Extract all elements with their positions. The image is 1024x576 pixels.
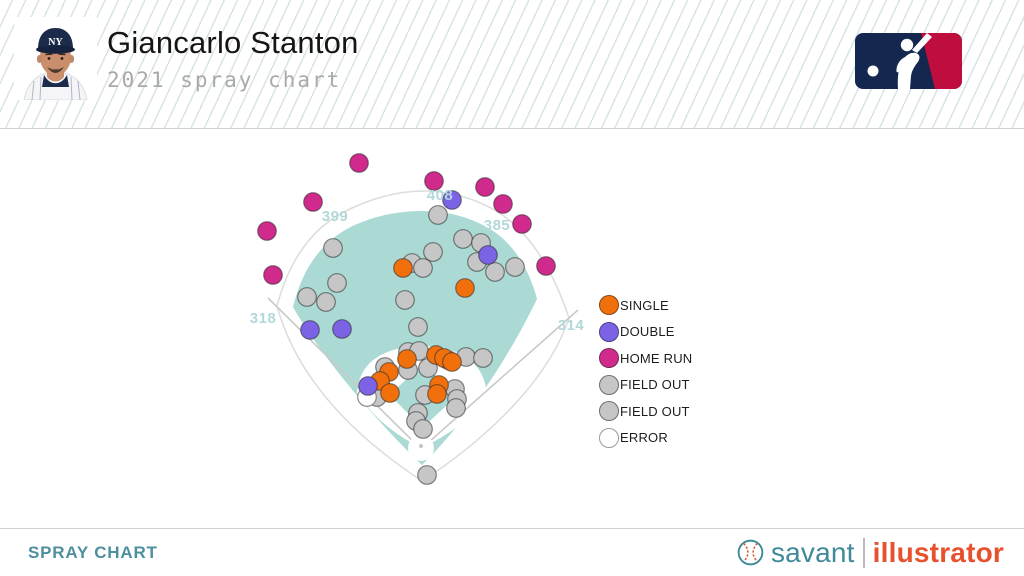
- point-home-run: [493, 194, 513, 214]
- point-single: [455, 278, 475, 298]
- field-svg: 399 408 385 318 314: [250, 153, 585, 485]
- legend-label: FIELD OUT: [620, 403, 690, 419]
- legend-item: FIELD OUT: [599, 372, 692, 399]
- legend-label: HOME RUN: [620, 350, 693, 366]
- page-title: Giancarlo Stanton: [107, 25, 359, 60]
- point-field-out: [473, 348, 493, 368]
- point-single: [442, 352, 462, 372]
- point-home-run: [257, 221, 277, 241]
- point-field-out: [323, 238, 343, 258]
- legend: SINGLE DOUBLE HOME RUN FIELD OUT FIELD OUT ER…: [599, 292, 692, 451]
- point-field-out: [327, 273, 347, 293]
- legend-item: DOUBLE: [599, 319, 692, 346]
- player-photo-graphic: NY: [14, 17, 97, 100]
- footer-title: SPRAY CHART: [28, 542, 158, 562]
- point-home-run: [536, 256, 556, 276]
- legend-swatch: [599, 374, 619, 395]
- point-double: [478, 245, 498, 265]
- point-home-run: [424, 171, 444, 191]
- svg-text:NY: NY: [48, 37, 63, 48]
- point-double: [442, 190, 462, 210]
- baseball-icon: [737, 539, 764, 566]
- legend-label: ERROR: [620, 430, 668, 446]
- distance-labels: 399 408 385 318 314: [250, 187, 585, 334]
- brand-savant: savant: [770, 536, 855, 568]
- point-field-out: [446, 398, 466, 418]
- legend-swatch: [599, 295, 619, 316]
- savant-illustrator-brand: savant illustrator: [737, 537, 1004, 569]
- point-field-out: [413, 258, 433, 278]
- field-grass: [293, 211, 537, 465]
- legend-swatch: [599, 401, 619, 422]
- batted-ball-points: [257, 153, 556, 485]
- header: NY Giancarlo Stanton 2021 spray chart: [0, 0, 1024, 129]
- distance-label: 408: [427, 187, 454, 204]
- distance-label: 314: [558, 317, 585, 334]
- player-photo: NY: [14, 17, 97, 100]
- footer: SPRAY CHART savant illustrator: [0, 528, 1024, 576]
- title-block: Giancarlo Stanton 2021 spray chart: [107, 25, 359, 93]
- point-home-run: [475, 177, 495, 197]
- point-field-out: [423, 242, 443, 262]
- legend-label: SINGLE: [620, 297, 669, 313]
- point-field-out: [413, 419, 433, 439]
- legend-item: ERROR: [599, 425, 692, 452]
- point-single: [380, 383, 400, 403]
- spray-chart-area: 399 408 385 318 314 SINGLE DOUBLE HOME RUN FIEL…: [0, 129, 1024, 527]
- distance-label: 399: [322, 208, 349, 225]
- mlb-logo: [855, 33, 962, 94]
- point-single: [427, 384, 447, 404]
- brand-divider: [862, 537, 865, 568]
- legend-swatch: [599, 321, 619, 342]
- point-field-out: [408, 317, 428, 337]
- point-double: [300, 320, 320, 340]
- point-single: [397, 349, 417, 369]
- point-field-out: [417, 465, 437, 485]
- point-field-out: [428, 205, 448, 225]
- legend-label: DOUBLE: [620, 324, 675, 340]
- point-home-run: [263, 265, 283, 285]
- legend-swatch: [599, 427, 619, 448]
- distance-label: 318: [250, 310, 277, 327]
- point-field-out: [297, 287, 317, 307]
- legend-label: FIELD OUT: [620, 377, 690, 393]
- point-field-out: [316, 292, 336, 312]
- point-single: [393, 258, 413, 278]
- page-subtitle: 2021 spray chart: [107, 68, 342, 93]
- distance-label: 385: [484, 217, 511, 234]
- home-plate-dot: [419, 444, 423, 448]
- legend-item: FIELD OUT: [599, 398, 692, 425]
- point-field-out: [395, 290, 415, 310]
- legend-swatch: [599, 348, 619, 369]
- point-field-out: [485, 262, 505, 282]
- point-field-out: [453, 229, 473, 249]
- legend-item: SINGLE: [599, 292, 692, 319]
- point-field-out: [505, 257, 525, 277]
- point-home-run: [512, 214, 532, 234]
- foul-lines: [267, 297, 579, 450]
- brand-illustrator: illustrator: [872, 536, 1004, 568]
- legend-item: HOME RUN: [599, 345, 692, 372]
- point-double: [358, 376, 378, 396]
- mlb-logo-icon: [855, 33, 962, 89]
- point-home-run: [303, 192, 323, 212]
- point-double: [332, 319, 352, 339]
- point-home-run: [349, 153, 369, 173]
